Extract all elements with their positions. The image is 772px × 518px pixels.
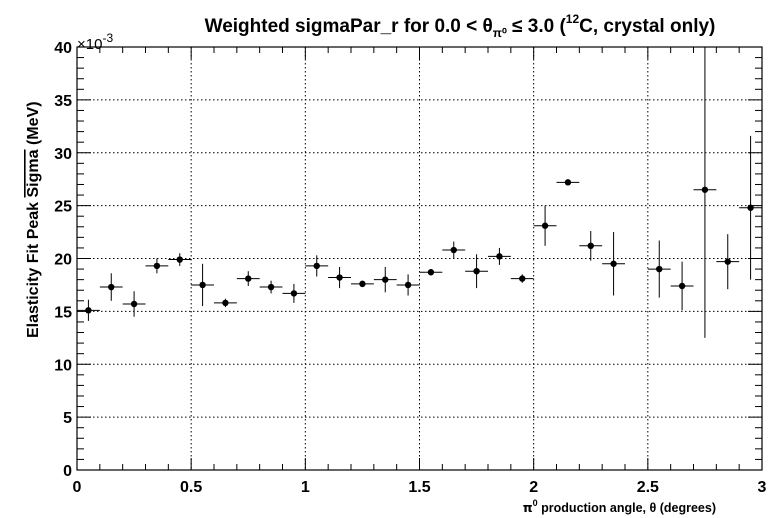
x-tick-label: 2.5 [637, 479, 659, 496]
point-marker [496, 253, 503, 260]
data-point [602, 232, 625, 296]
point-marker [222, 299, 229, 307]
data-point [305, 255, 329, 277]
data-point [351, 280, 374, 288]
data-point [419, 269, 443, 276]
y-tick-label: 0 [63, 463, 72, 480]
point-marker [382, 276, 389, 283]
data-point [236, 271, 260, 286]
point-marker [130, 300, 138, 308]
data-point [282, 283, 306, 303]
data-point [442, 241, 466, 259]
y-axis-title: Elasticity Fit Peak Sigma (MeV) [25, 101, 42, 338]
data-point [647, 240, 671, 298]
data-point [693, 47, 717, 338]
y-tick-label: 20 [54, 252, 72, 269]
point-marker [724, 258, 731, 265]
point-marker [199, 281, 206, 289]
y-tick-label: 10 [54, 357, 72, 374]
point-marker [404, 281, 412, 289]
data-point [99, 273, 123, 301]
grid-lines [77, 47, 762, 470]
point-marker [176, 256, 183, 263]
point-marker [587, 242, 594, 250]
data-point [488, 247, 511, 265]
x-tick-label: 1.5 [408, 479, 430, 496]
point-marker [108, 283, 115, 291]
y-tick-label: 30 [54, 146, 72, 163]
data-point [465, 254, 488, 289]
x-tick-label: 0.5 [180, 479, 202, 496]
data-point [716, 234, 740, 290]
point-marker [656, 265, 663, 273]
data-point [373, 266, 397, 293]
data-point [510, 274, 534, 283]
data-point [670, 261, 694, 311]
data-point [122, 291, 146, 317]
point-marker [245, 275, 252, 282]
point-marker [564, 179, 572, 186]
data-point [579, 231, 603, 261]
point-marker [450, 246, 457, 254]
point-marker [541, 222, 549, 229]
point-marker [747, 204, 754, 211]
data-point [556, 179, 580, 186]
data-point [328, 266, 351, 289]
x-tick-label: 2 [529, 479, 538, 496]
point-marker [678, 282, 686, 290]
point-marker [336, 274, 343, 281]
data-point [191, 263, 214, 307]
x-tick-label: 0 [73, 479, 82, 496]
y-axis-multiplier: ×10-3 [77, 31, 113, 53]
y-tick-label: 5 [63, 410, 72, 427]
axis-ticks [76, 46, 763, 471]
x-tick-label: 1 [301, 479, 310, 496]
data-point [259, 280, 283, 294]
point-marker [427, 269, 435, 276]
point-marker [313, 262, 320, 270]
data-point [168, 253, 192, 266]
chart-title: Weighted sigmaPar_r for 0.0 < θπ⁰ ≤ 3.0 … [205, 12, 716, 40]
data-point [77, 299, 100, 321]
data-point [214, 298, 237, 308]
point-marker [701, 186, 709, 193]
point-marker [519, 275, 526, 282]
point-marker [610, 260, 617, 267]
point-marker [473, 267, 480, 275]
y-tick-label: 35 [54, 93, 72, 110]
data-points [77, 47, 762, 338]
data-point [533, 205, 557, 246]
data-point [396, 274, 420, 296]
point-marker [359, 280, 366, 288]
point-marker [85, 307, 92, 314]
x-axis-title: π0 production angle, θ (degrees) [523, 498, 716, 515]
x-tick-label: 3 [758, 479, 767, 496]
point-marker [153, 262, 161, 270]
data-point [739, 135, 762, 280]
point-marker [290, 290, 298, 297]
point-marker [267, 283, 275, 291]
data-point [145, 258, 169, 274]
y-tick-label: 25 [54, 199, 72, 216]
y-tick-label: 40 [54, 40, 72, 57]
y-tick-label: 15 [54, 304, 72, 321]
